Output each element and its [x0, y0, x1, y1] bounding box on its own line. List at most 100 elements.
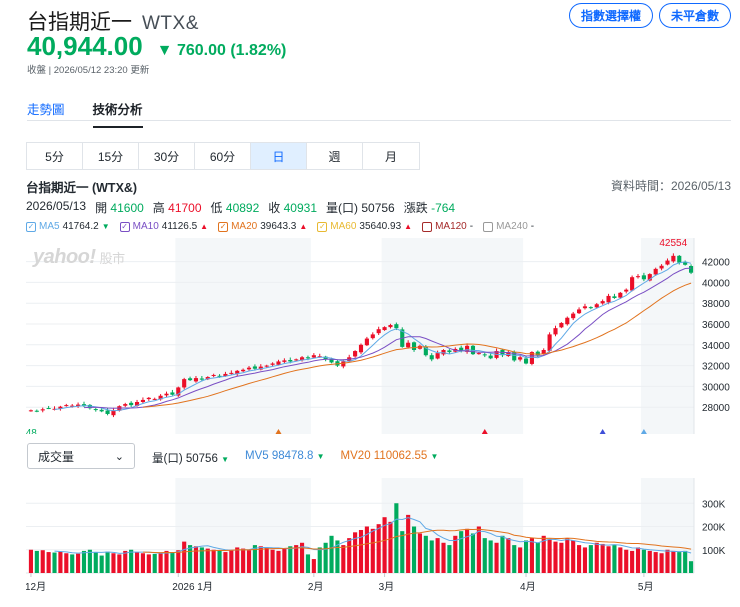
- candle-body: [170, 392, 175, 395]
- period-day[interactable]: 日: [251, 143, 307, 169]
- candle-body: [317, 356, 322, 358]
- ma-item-ma240[interactable]: MA240-: [483, 221, 534, 232]
- volume-bar: [87, 549, 92, 573]
- candle-body: [258, 366, 263, 370]
- volume-bar: [246, 550, 252, 573]
- candle-body: [276, 361, 281, 365]
- checkbox-icon[interactable]: ✓: [218, 221, 229, 232]
- open-interest-button[interactable]: 未平倉數: [659, 3, 731, 28]
- checkbox-icon[interactable]: [422, 221, 433, 232]
- price-row: 40,944.00 ▼ 760.00 (1.82%): [27, 31, 286, 62]
- volume-bar: [547, 539, 552, 573]
- checkbox-icon[interactable]: ✓: [317, 221, 328, 232]
- volume-bar: [600, 543, 605, 573]
- volume-bar: [641, 549, 646, 573]
- volume-bar: [152, 553, 157, 573]
- candle-body: [429, 355, 434, 360]
- volume-bar: [276, 550, 281, 573]
- ma-item-ma10[interactable]: ✓ MA10 41126.5 ▲: [119, 221, 209, 232]
- candle-body: [630, 277, 635, 291]
- volume-bar: [577, 545, 582, 573]
- period-60min[interactable]: 60分: [195, 143, 251, 169]
- shaded-band: [381, 238, 524, 434]
- tab-technical[interactable]: 技術分析: [92, 99, 143, 128]
- candle-body: [123, 404, 128, 406]
- period-30min[interactable]: 30分: [139, 143, 195, 169]
- volume-bar: [406, 514, 411, 573]
- ma-line: [54, 261, 692, 412]
- tab-trend[interactable]: 走勢圖: [27, 103, 65, 117]
- volume-bar: [423, 535, 428, 573]
- x-tick-label: 12月: [26, 581, 46, 593]
- volume-bar: [618, 547, 623, 573]
- ohlc-volume-label: 量(口): [326, 201, 358, 215]
- candle-body: [565, 317, 570, 325]
- volume-bar: [134, 552, 140, 573]
- candle-body: [406, 342, 411, 348]
- volume-bar: [188, 545, 193, 573]
- ohlc-volume-value: 50756: [361, 201, 395, 215]
- mv20: MV20 110062.55 ▼: [341, 450, 439, 466]
- ohlc-change: 漲跌 -764: [404, 199, 455, 216]
- volume-bar: [229, 549, 234, 573]
- volume-bar: [659, 553, 664, 573]
- candle-body: [199, 378, 204, 380]
- index-options-button[interactable]: 指數選擇權: [569, 3, 653, 28]
- ma-label: MA10: [132, 221, 159, 232]
- period-15min[interactable]: 15分: [83, 143, 139, 169]
- candle-body: [294, 359, 299, 361]
- ma-legend: ✓ MA5 41764.2 ▼ ✓ MA10 41126.5 ▲ ✓ MA20 39643.3 ▲ ✓ M…: [26, 221, 534, 232]
- price-tick-label: 38000: [702, 299, 730, 310]
- data-time: 資料時間：2026/05/13: [610, 179, 731, 193]
- volume-bar: [205, 548, 210, 573]
- candle-body: [235, 370, 240, 375]
- yahoo-watermark: yahoo! 股市: [33, 246, 125, 269]
- vol-current-label: 量(口): [152, 453, 183, 465]
- volume-bar: [582, 547, 588, 573]
- ma-item-ma5[interactable]: ✓ MA5 41764.2 ▼: [26, 221, 110, 232]
- ohlc-high-value: 41700: [168, 201, 202, 215]
- period-week[interactable]: 週: [307, 143, 363, 169]
- candle-body: [188, 378, 193, 381]
- candle-body: [164, 393, 169, 396]
- ma-item-ma20[interactable]: ✓ MA20 39643.3 ▲: [218, 221, 307, 232]
- down-triangle-icon: ▼: [156, 42, 173, 59]
- candle-body: [93, 409, 98, 411]
- candle-body: [217, 375, 222, 377]
- ma-item-ma120[interactable]: MA120-: [422, 221, 473, 232]
- volume-bar: [335, 540, 340, 573]
- up-triangle-icon: ▲: [200, 222, 209, 231]
- candle-body: [618, 292, 623, 298]
- volume-bar: [76, 553, 81, 573]
- candle-body: [28, 410, 34, 412]
- volume-bar: [400, 531, 405, 573]
- checkbox-icon[interactable]: [483, 221, 494, 232]
- period-month[interactable]: 月: [384, 149, 397, 164]
- min-label: 27348: [26, 428, 37, 434]
- volume-bar: [541, 535, 546, 573]
- ohlc-close-label: 收: [268, 201, 281, 215]
- watermark-sub: 股市: [99, 251, 126, 266]
- page-title: 台指期近一: [27, 11, 132, 34]
- ma-item-ma60[interactable]: ✓ MA60 35640.93 ▲: [317, 221, 412, 232]
- chart-tabs: 走勢圖 技術分析: [27, 99, 143, 128]
- ma-line: [83, 267, 692, 409]
- candle-body: [99, 409, 104, 412]
- vol-current: 量(口) 50756 ▼: [152, 450, 229, 466]
- x-tick-label: 5月: [638, 581, 654, 593]
- indicator-select-label: 成交量: [38, 449, 75, 464]
- indicator-select[interactable]: 成交量 ⌄: [27, 443, 135, 469]
- checkbox-icon[interactable]: ✓: [26, 221, 36, 232]
- volume-bar: [677, 552, 682, 573]
- volume-bar: [653, 552, 658, 573]
- candle-body: [465, 345, 470, 352]
- checkbox-icon[interactable]: ✓: [119, 221, 130, 232]
- vol-tick-label: 300K: [702, 499, 726, 510]
- volume-bar: [117, 554, 122, 573]
- volume-bar: [99, 555, 104, 573]
- volume-bar: [105, 551, 110, 573]
- vol-current-value: 50756: [185, 453, 218, 465]
- period-5min[interactable]: 5分: [27, 143, 83, 169]
- volume-bar: [252, 545, 257, 573]
- candle-body: [553, 328, 558, 335]
